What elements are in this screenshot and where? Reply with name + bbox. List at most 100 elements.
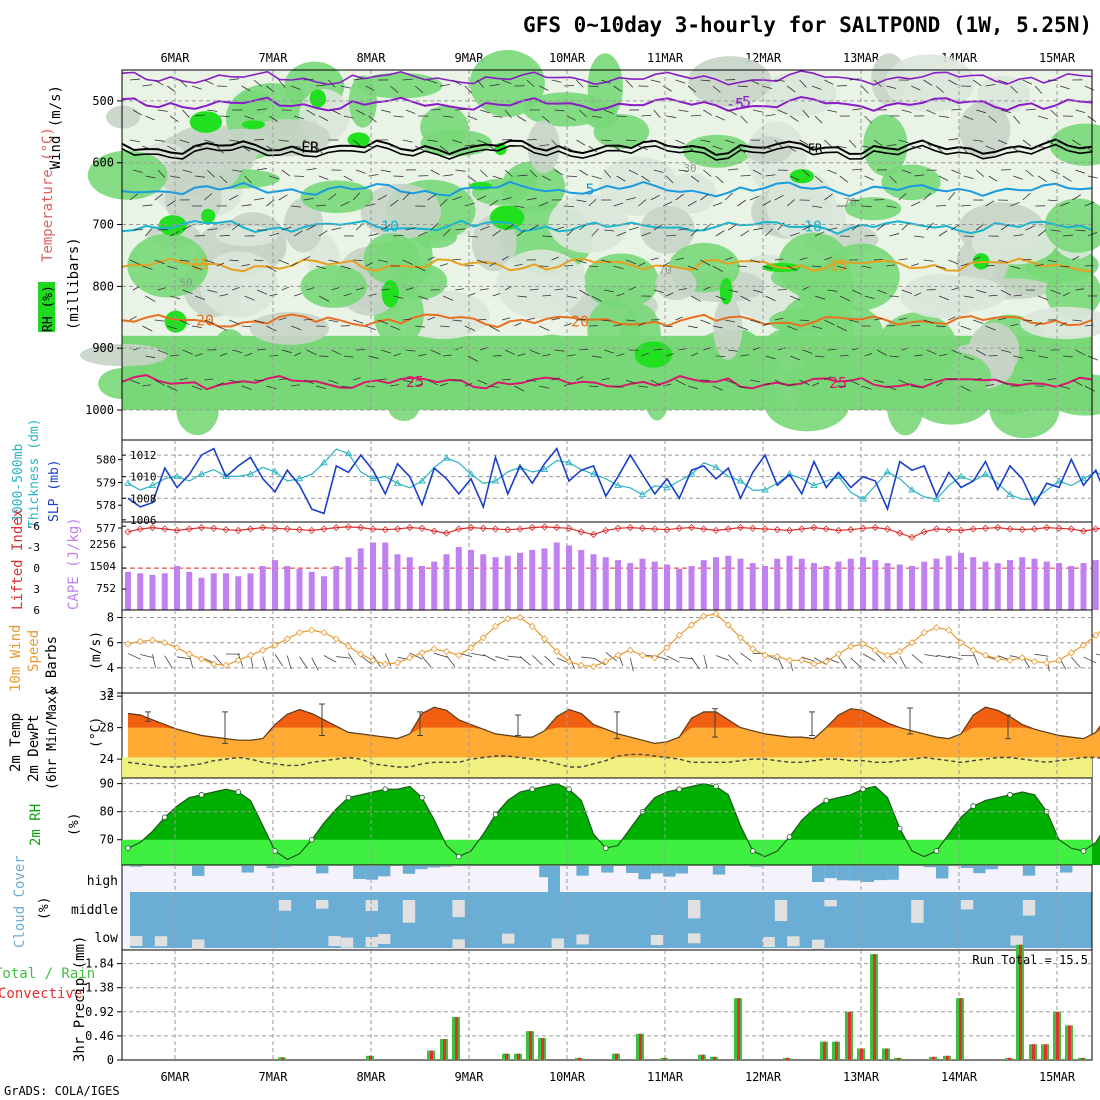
rh-contour-area — [666, 173, 717, 214]
upper-wind-barb — [774, 379, 785, 386]
cloud-high-bar — [402, 866, 416, 874]
upper-wind-barb — [687, 200, 697, 207]
upper-wind-barb — [650, 139, 661, 143]
upper-wind-barb — [517, 174, 528, 177]
upper-wind-barb — [554, 226, 565, 231]
upper-wind-barb — [194, 114, 205, 117]
rh2m-marker — [161, 814, 168, 821]
wind-speed-marker — [246, 651, 255, 659]
upper-wind-barb — [306, 287, 315, 291]
upper-wind-barb — [889, 233, 900, 237]
upper-wind-barb — [665, 175, 674, 184]
upper-wind-barb — [241, 385, 252, 390]
upper-wind-barb — [712, 265, 723, 272]
upper-wind-barb — [638, 385, 649, 388]
wind-speed-marker — [185, 650, 193, 658]
upper-wind-barb — [529, 169, 538, 178]
upper-wind-barb — [802, 225, 812, 231]
upper-wind-barb — [492, 293, 501, 297]
upper-wind-barb — [1010, 323, 1019, 327]
upper-wind-barb — [343, 115, 354, 119]
rh2m-marker — [713, 783, 719, 790]
wind-speed-marker — [957, 639, 965, 647]
upper-wind-barb — [539, 385, 550, 389]
upper-wind-barb — [1013, 294, 1023, 297]
upper-wind-barb — [266, 325, 277, 332]
upper-wind-barb — [1087, 355, 1098, 361]
upper-wind-barb — [504, 224, 514, 231]
cape-bar — [431, 561, 438, 610]
upper-wind-barb — [129, 316, 137, 321]
upper-wind-barb — [467, 115, 478, 121]
rh-contour-area — [886, 367, 925, 436]
cape-bar — [847, 558, 854, 610]
label-minmax: (6hr Min/Max) — [45, 688, 60, 790]
upper-wind-barb — [777, 222, 785, 231]
rh2m-marker — [970, 803, 977, 809]
rh2m-marker — [823, 797, 830, 804]
rh-saturated-area — [789, 169, 814, 184]
upper-wind-barb — [229, 319, 240, 325]
thickness-marker — [736, 477, 745, 484]
label-10m-wind: 10m Wind — [8, 625, 24, 692]
upper-wind-barb — [167, 385, 178, 392]
cape-bar — [725, 555, 732, 610]
upper-wind-barb — [876, 289, 888, 294]
upper-wind-barb — [418, 231, 428, 237]
upper-wind-barb — [405, 109, 416, 114]
cape-bar — [272, 560, 278, 610]
upper-wind-barb — [306, 109, 316, 116]
cape-bar — [1019, 557, 1026, 610]
thickness-marker — [344, 449, 353, 457]
upper-wind-barb — [1047, 199, 1058, 202]
wind-speed-marker — [749, 645, 757, 653]
bottom-date-8: 14MAR — [941, 1070, 978, 1084]
temperature-contour-FR — [121, 138, 1093, 156]
upper-wind-barb — [725, 139, 735, 144]
label-millibars: (millibars) — [66, 237, 82, 330]
lifted-index-marker — [1043, 524, 1051, 532]
upper-wind-barb — [129, 193, 139, 201]
thickness-tick-label-2: 579 — [96, 476, 116, 489]
lifted-index-marker — [847, 526, 855, 534]
thickness-frame — [121, 439, 1093, 523]
upper-wind-barb — [827, 169, 837, 174]
wind10-barb — [1034, 653, 1049, 657]
upper-wind-barb — [790, 295, 801, 301]
rh-saturated-area — [347, 132, 370, 147]
thickness-marker — [1030, 495, 1039, 502]
upper-wind-barb — [477, 139, 487, 144]
upper-wind-barb — [737, 265, 748, 268]
upper-wind-barb — [601, 79, 611, 84]
label-barbs: & Barbs — [44, 636, 60, 695]
upper-wind-barb — [377, 378, 387, 381]
rh-saturated-area — [201, 208, 216, 223]
upper-wind-barb — [864, 295, 875, 299]
upper-wind-barb — [625, 79, 634, 88]
upper-wind-barb — [464, 325, 475, 331]
thickness-marker — [148, 481, 157, 489]
upper-wind-barb — [194, 353, 203, 357]
cloud-middle-gap — [278, 900, 292, 911]
cape-tick-label-0: 752 — [96, 582, 116, 595]
upper-wind-barb — [687, 385, 699, 390]
upper-wind-barb — [179, 319, 190, 325]
cloud-low-gap — [192, 939, 205, 950]
upper-wind-barb — [1047, 259, 1058, 263]
upper-wind-barb — [377, 259, 388, 263]
upper-wind-barb — [923, 192, 932, 201]
lifted-index-marker — [295, 526, 304, 534]
wind-speed-marker — [810, 660, 818, 668]
li-tick-label-0: -6 — [27, 520, 40, 533]
upper-wind-barb — [1010, 85, 1018, 94]
cloud-high-bar — [712, 866, 726, 875]
upper-wind-barb — [266, 145, 276, 152]
upper-wind-barb — [539, 144, 550, 147]
lifted-index-marker — [957, 526, 965, 534]
lifted-index-marker — [749, 524, 757, 532]
upper-wind-barb — [765, 114, 776, 117]
upper-wind-barb — [142, 145, 152, 150]
upper-wind-barb — [291, 85, 301, 90]
upper-wind-barb — [142, 325, 153, 332]
cloud-low-gap — [328, 936, 341, 947]
